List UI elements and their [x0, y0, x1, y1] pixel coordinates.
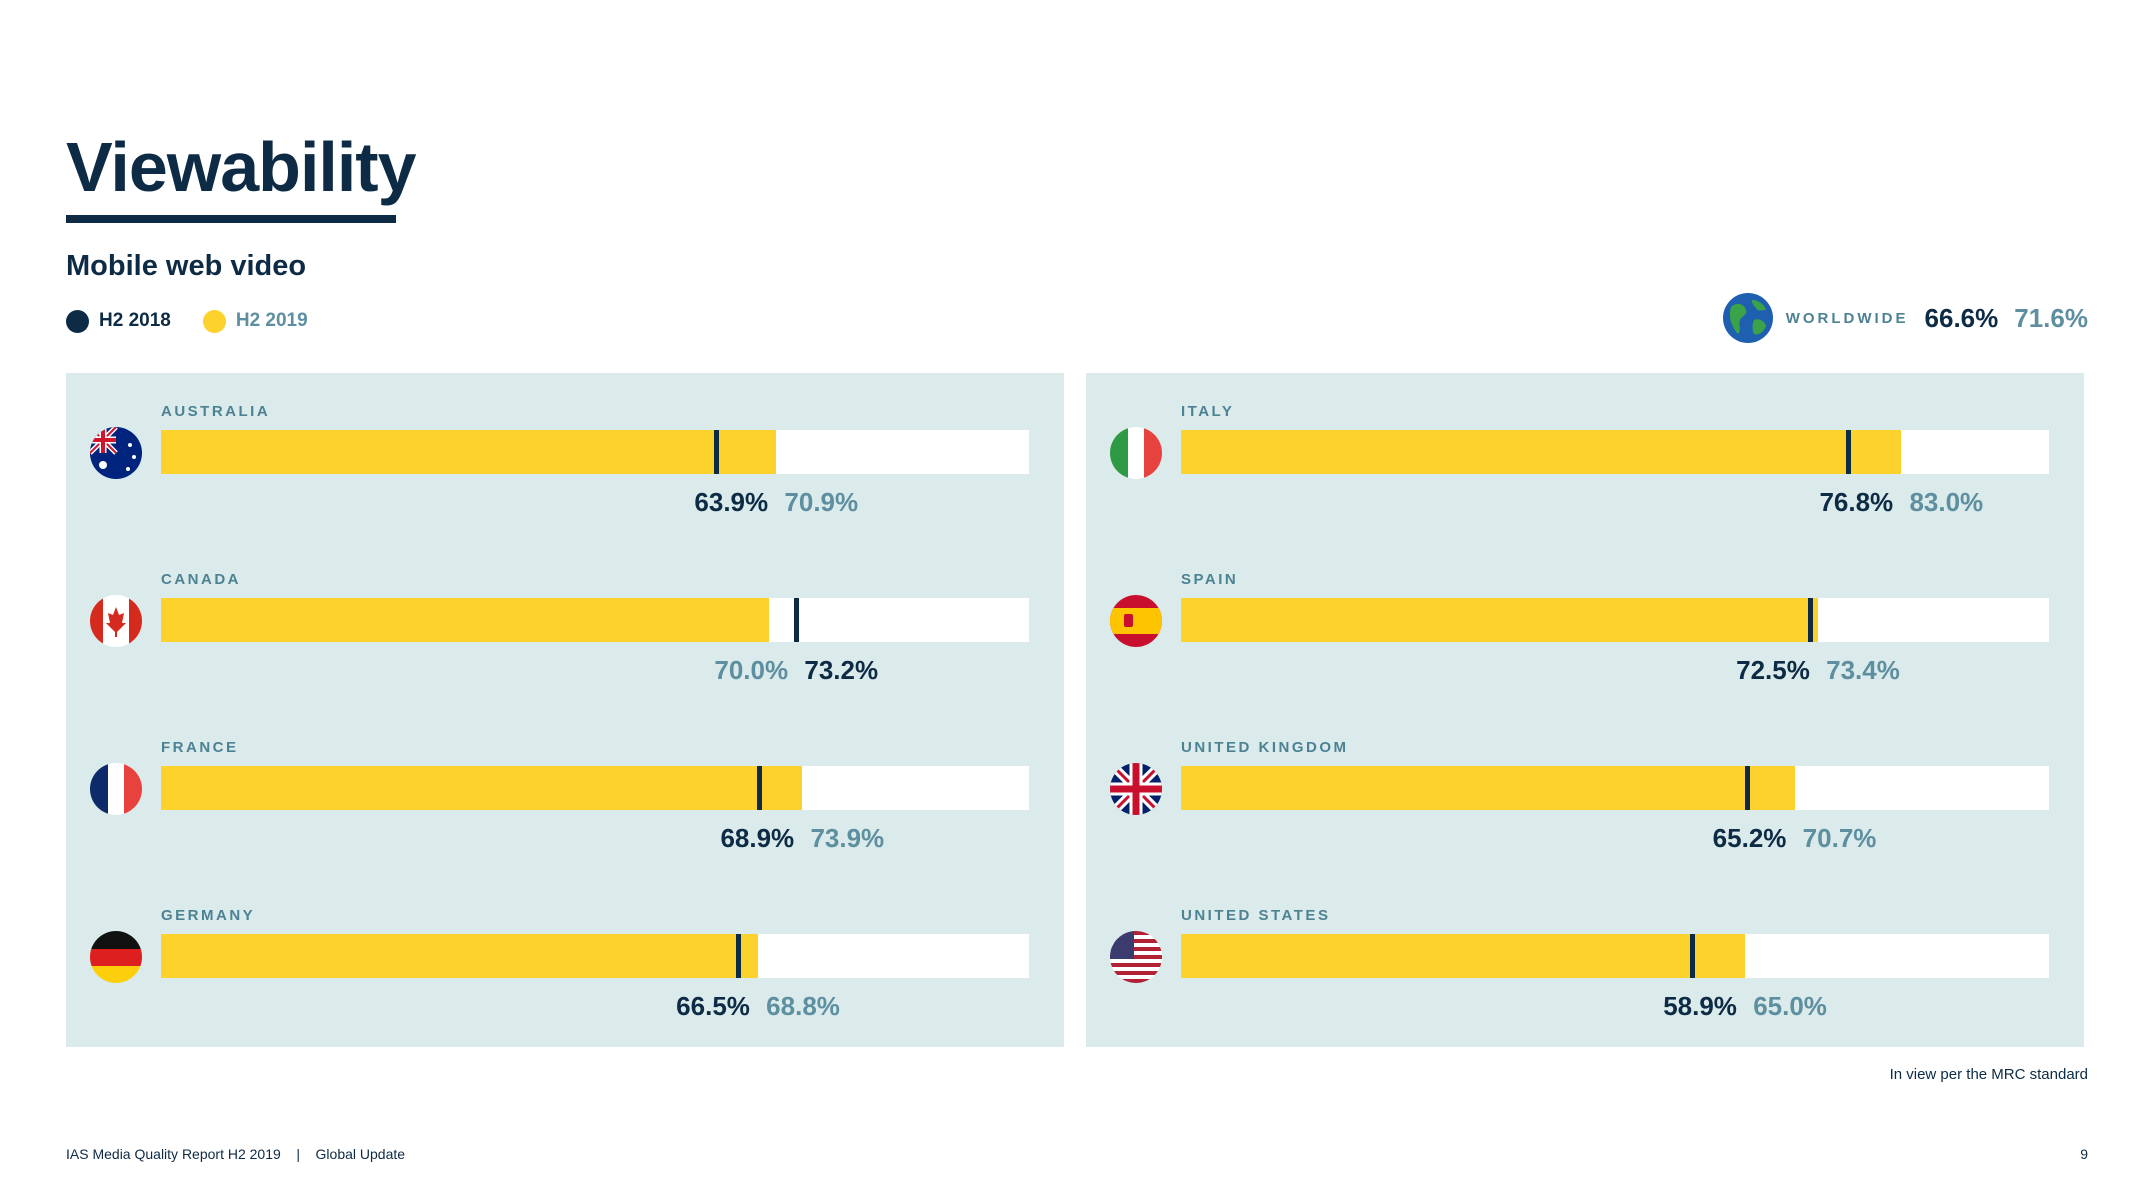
legend-label-2019: H2 2019 [235, 310, 308, 331]
page-title: Viewability [66, 128, 417, 206]
bar-h2-2019-canada [161, 598, 769, 642]
value-label-h2-2018-united-kingdom: 65.2% [1712, 823, 1787, 853]
legend-item-2019: H2 2019 [202, 309, 308, 333]
bar-h2-2019-united-kingdom [1181, 766, 1795, 810]
value-label-h2-2018-italy: 76.8% [1819, 487, 1894, 517]
worldwide-value-2019: 71.6% [2014, 302, 2088, 333]
page-number: 9 [2080, 1146, 2088, 1162]
country-label-italy: ITALY [1181, 403, 1235, 420]
uk-flag-icon [1110, 763, 1162, 815]
bar-track-canada [161, 598, 1029, 642]
value-label-h2-2019-france: 73.9% [810, 823, 885, 853]
italy-flag-icon [1110, 427, 1162, 479]
marker-h2-2018-australia [713, 430, 719, 474]
country-label-australia: AUSTRALIA [161, 403, 271, 420]
bar-h2-2019-spain [1181, 598, 1819, 642]
us-flag-icon [1110, 931, 1162, 983]
worldwide-summary: WORLDWIDE 66.6% 71.6% [1722, 292, 2088, 344]
globe-icon [1722, 293, 1773, 343]
canada-flag-icon [90, 595, 142, 647]
marker-h2-2018-united-states [1690, 934, 1696, 978]
france-flag-icon [90, 763, 142, 815]
country-row-italy: ITALY 76.8% 83.0% [1086, 373, 2084, 541]
bar-h2-2019-italy [1181, 430, 1902, 474]
marker-h2-2018-canada [794, 598, 800, 642]
spain-flag-icon [1110, 595, 1162, 647]
bar-track-france [161, 766, 1029, 810]
country-row-united-states: UNITED STATES 58.9% 65.0% [1086, 877, 2084, 1045]
country-row-germany: GERMANY 66.5% 68.8% [66, 877, 1064, 1045]
bar-h2-2019-united-states [1181, 934, 1746, 978]
chart-panel-left: AUSTRALIA 63.9% 70.9% CANADA 70.0% 73.2% FRANC… [66, 373, 1064, 1047]
chart-panel-right: ITALY 76.8% 83.0% SPAIN 72.5% 73.4% UNITED KIN… [1086, 373, 2084, 1047]
country-row-france: FRANCE 68.9% 73.9% [66, 709, 1064, 877]
legend-item-2018: H2 2018 [66, 309, 171, 333]
title-underline [66, 215, 396, 223]
value-label-h2-2018-united-states: 58.9% [1663, 991, 1737, 1021]
legend-swatch-2018 [66, 309, 89, 333]
chart-subtitle: Mobile web video [66, 250, 307, 282]
mrc-note: In view per the MRC standard [1889, 1066, 2088, 1083]
country-label-germany: GERMANY [161, 907, 256, 924]
country-label-canada: CANADA [161, 571, 241, 588]
country-label-spain: SPAIN [1181, 571, 1239, 588]
marker-h2-2018-germany [736, 934, 742, 978]
bar-track-spain [1181, 598, 2049, 642]
bar-h2-2019-australia [161, 430, 777, 474]
bar-track-italy [1181, 430, 2049, 474]
marker-h2-2018-france [757, 766, 763, 810]
country-row-united-kingdom: UNITED KINGDOM 65.2% 70.7% [1086, 709, 2084, 877]
value-label-h2-2018-australia: 63.9% [694, 487, 769, 517]
bar-track-united-states [1181, 934, 2049, 978]
marker-h2-2018-spain [1808, 598, 1814, 642]
value-label-h2-2019-italy: 83.0% [1909, 487, 1984, 517]
country-row-spain: SPAIN 72.5% 73.4% [1086, 541, 2084, 709]
country-row-australia: AUSTRALIA 63.9% 70.9% [66, 373, 1064, 541]
value-label-h2-2019-spain: 73.4% [1826, 655, 1900, 685]
value-label-h2-2018-spain: 72.5% [1736, 655, 1810, 685]
value-label-h2-2018-france: 68.9% [720, 823, 795, 853]
worldwide-label: WORLDWIDE [1785, 309, 1909, 327]
value-label-h2-2019-australia: 70.9% [784, 487, 859, 517]
footer: IAS Media Quality Report H2 2019 | Globa… [66, 1146, 405, 1162]
germany-flag-icon [90, 931, 142, 983]
country-label-france: FRANCE [161, 739, 239, 756]
footer-separator: | [296, 1146, 300, 1162]
value-label-h2-2018-germany: 66.5% [676, 991, 750, 1021]
marker-h2-2018-united-kingdom [1744, 766, 1750, 810]
value-label-h2-2018-canada: 73.2% [804, 655, 879, 685]
country-label-united-kingdom: UNITED KINGDOM [1181, 739, 1349, 756]
bar-h2-2019-germany [161, 934, 759, 978]
bar-h2-2019-france [161, 766, 803, 810]
worldwide-value-2018: 66.6% [1924, 302, 1999, 333]
bar-track-germany [161, 934, 1029, 978]
marker-h2-2018-italy [1845, 430, 1851, 474]
value-label-h2-2019-canada: 70.0% [714, 655, 789, 685]
chart-legend: H2 2018 H2 2019 [66, 308, 340, 334]
bar-track-united-kingdom [1181, 766, 2049, 810]
legend-label-2018: H2 2018 [99, 310, 171, 331]
footer-report: IAS Media Quality Report H2 2019 [66, 1146, 281, 1162]
country-label-united-states: UNITED STATES [1181, 907, 1331, 924]
value-label-h2-2019-united-kingdom: 70.7% [1802, 823, 1877, 853]
value-label-h2-2019-germany: 68.8% [766, 991, 840, 1021]
footer-section: Global Update [315, 1146, 406, 1162]
australia-flag-icon [90, 427, 142, 479]
value-label-h2-2019-united-states: 65.0% [1753, 991, 1827, 1021]
bar-track-australia [161, 430, 1029, 474]
legend-swatch-2019 [202, 309, 226, 333]
country-row-canada: CANADA 70.0% 73.2% [66, 541, 1064, 709]
